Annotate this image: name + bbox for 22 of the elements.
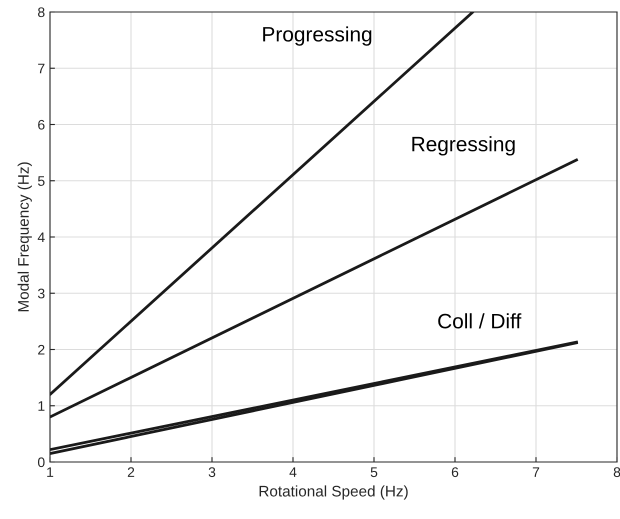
y-tick-label: 6 <box>38 120 45 130</box>
x-tick-label: 1 <box>47 467 54 477</box>
x-tick-label: 8 <box>614 467 620 478</box>
annotation: Regressing <box>412 136 515 156</box>
x-axis-title: Rotational Speed (Hz) <box>260 485 408 500</box>
x-tick-label: 4 <box>289 467 296 477</box>
x-tick-label: 7 <box>532 467 540 477</box>
y-tick-label: 5 <box>38 176 45 186</box>
y-axis-title: Modal Frequency (Hz) <box>18 162 32 312</box>
y-tick-label: 3 <box>38 288 45 298</box>
y-tick-label: 1 <box>38 401 44 411</box>
annotation: Progressing <box>263 26 372 46</box>
y-tick-label: 2 <box>38 344 44 355</box>
annotation: Coll / Diff <box>438 313 522 329</box>
y-tick-label: 0 <box>38 457 45 468</box>
x-tick-label: 6 <box>452 467 458 478</box>
y-tick-label: 4 <box>38 232 45 242</box>
x-tick-label: 5 <box>370 467 378 478</box>
y-tick-label: 8 <box>38 7 45 18</box>
x-tick-label: 3 <box>208 467 216 478</box>
x-tick-label: 2 <box>128 467 134 477</box>
y-tick-label: 7 <box>38 64 44 74</box>
